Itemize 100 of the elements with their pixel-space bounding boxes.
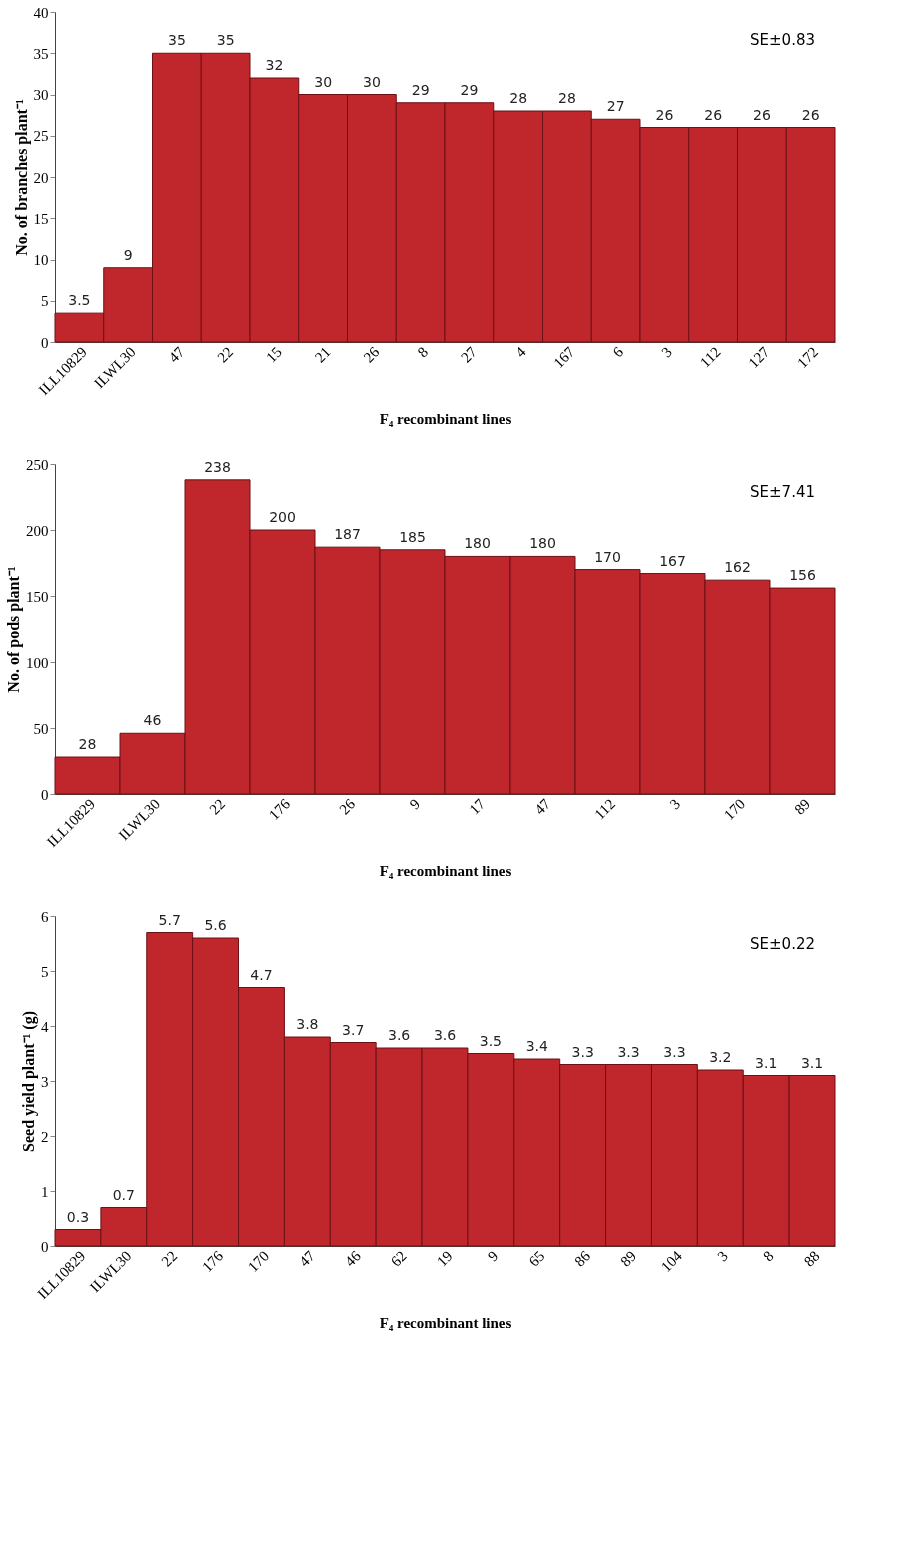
y-tick-label: 100 (26, 654, 49, 671)
x-tick-label: 127 (745, 343, 773, 372)
data-label: 200 (269, 509, 296, 525)
y-tick-label: 35 (33, 45, 49, 62)
data-label: 3.2 (709, 1049, 732, 1065)
data-label: 3.3 (663, 1043, 686, 1060)
x-tick-label: 26 (360, 343, 383, 366)
y-tick-label: 0 (41, 334, 49, 351)
data-label: 26 (704, 106, 723, 123)
annotation: SE±7.41 (750, 483, 815, 501)
data-label: 0.3 (66, 1208, 90, 1225)
data-label: 3.1 (755, 1054, 778, 1071)
data-label: 3.8 (296, 1016, 319, 1032)
data-label: 156 (789, 567, 816, 584)
x-tick-label: 22 (214, 343, 237, 366)
y-tick-label: 5 (41, 963, 49, 980)
x-tick-label: 62 (387, 1247, 410, 1270)
y-tick-label: 0 (41, 786, 49, 803)
data-label: 4.7 (250, 966, 273, 983)
y-tick-label: 0 (41, 1238, 49, 1255)
x-tick-label: 17 (466, 795, 489, 818)
data-label: 3.6 (433, 1027, 457, 1043)
x-tick-label: 22 (158, 1247, 181, 1270)
y-tick-label: 6 (41, 908, 49, 925)
data-label: 3.6 (387, 1027, 411, 1043)
y-tick-label: 50 (33, 720, 49, 737)
data-label: 0.7 (112, 1186, 135, 1203)
data-label: 32 (265, 57, 284, 73)
data-label: 238 (204, 458, 231, 475)
x-tick-label: 167 (550, 343, 578, 372)
y-tick-label: 40 (33, 4, 49, 21)
data-label: 3.5 (479, 1032, 503, 1049)
x-tick-label: 170 (244, 1247, 273, 1276)
data-label: 30 (362, 73, 381, 90)
annotation: SE±0.83 (750, 31, 815, 49)
x-tick-label: 19 (433, 1247, 456, 1270)
x-axis-title: F₄ recombinant lines (379, 411, 512, 428)
x-tick-label: 47 (296, 1247, 319, 1270)
data-label: 3.3 (571, 1043, 594, 1060)
data-label: 30 (314, 73, 333, 90)
data-label: 26 (655, 106, 674, 123)
data-label: 3.4 (525, 1038, 548, 1054)
x-tick-label: 65 (525, 1247, 548, 1270)
y-tick-label: 20 (33, 169, 49, 186)
x-tick-label: 15 (263, 343, 285, 366)
y-tick-label: 1 (41, 1183, 49, 1200)
data-label: 28 (509, 90, 528, 106)
data-label: 28 (557, 90, 576, 106)
x-tick-label: 27 (458, 343, 481, 366)
x-tick-label: 88 (800, 1247, 823, 1270)
x-tick-label: 172 (794, 343, 822, 372)
x-tick-label: 6 (609, 343, 627, 361)
x-tick-label: 3 (666, 795, 684, 813)
y-axis-title: Seed yield plant⁻¹ (g) (20, 1011, 38, 1152)
x-tick-label: 176 (265, 795, 294, 824)
y-tick-label: 2 (41, 1128, 49, 1145)
y-tick-label: 15 (33, 210, 49, 227)
y-axis-title: No. of branches plant⁻¹ (12, 99, 31, 256)
x-tick-label: 26 (336, 795, 359, 818)
data-label: 3.5 (68, 292, 91, 309)
x-tick-label: 170 (720, 795, 749, 824)
x-tick-label: 46 (341, 1247, 365, 1270)
data-label: 9 (123, 246, 133, 263)
data-label: 27 (606, 98, 625, 115)
x-tick-label: 47 (531, 795, 554, 818)
x-axis-title: F₄ recombinant lines (379, 1315, 512, 1332)
data-label: 26 (801, 106, 820, 123)
x-tick-label: 3 (658, 343, 675, 361)
data-label: 26 (752, 106, 771, 123)
x-tick-label: 112 (591, 795, 619, 823)
data-label: 3.1 (800, 1054, 824, 1071)
data-label: 170 (594, 548, 621, 565)
x-tick-label: 9 (484, 1247, 502, 1265)
x-tick-label: 22 (206, 795, 229, 818)
x-tick-label: 176 (198, 1247, 227, 1276)
data-label: 3.3 (617, 1043, 640, 1060)
x-tick-label: 8 (414, 343, 432, 361)
data-label: 167 (659, 552, 686, 569)
x-tick-label: 112 (696, 343, 724, 371)
data-label: 5.7 (158, 911, 181, 928)
x-tick-label: 3 (714, 1247, 731, 1265)
y-tick-label: 25 (33, 128, 49, 145)
data-label: 28 (78, 736, 97, 753)
y-tick-label: 250 (26, 456, 49, 473)
x-tick-label: 104 (657, 1247, 686, 1276)
x-tick-label: 89 (791, 795, 814, 818)
x-tick-label: 8 (760, 1247, 777, 1265)
data-label: 35 (167, 32, 186, 49)
data-label: 187 (334, 526, 361, 543)
x-tick-label: 21 (311, 343, 334, 366)
data-label: 29 (411, 81, 430, 98)
x-tick-label: 47 (165, 343, 188, 366)
data-label: 29 (460, 81, 479, 98)
data-label: 3.7 (342, 1021, 365, 1038)
x-tick-label: 4 (512, 343, 530, 361)
x-tick-label: 89 (617, 1247, 640, 1270)
y-axis-title: No. of pods plant⁻¹ (5, 566, 23, 693)
data-label: 162 (724, 559, 751, 576)
data-label: 180 (464, 535, 491, 552)
x-axis-title: F₄ recombinant lines (379, 863, 512, 880)
